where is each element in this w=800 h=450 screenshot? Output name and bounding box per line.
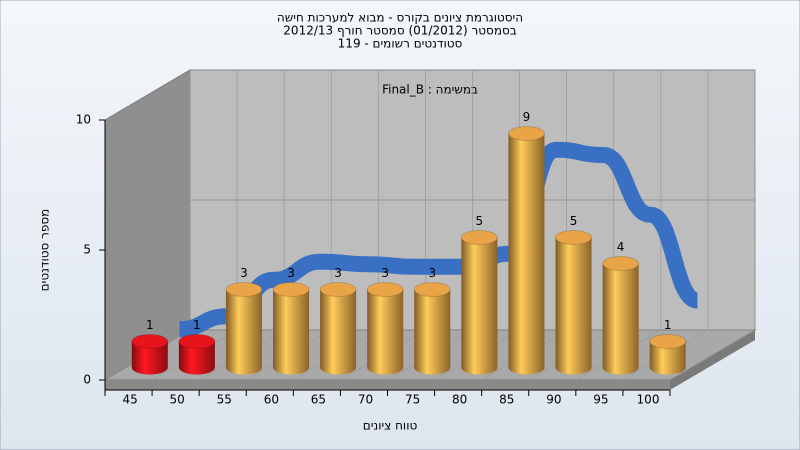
bar bbox=[508, 133, 545, 368]
title-line: סטודנטים רשומים - 119 bbox=[338, 37, 463, 51]
value-label: 3 bbox=[334, 266, 342, 280]
bar bbox=[555, 237, 592, 368]
value-label: 3 bbox=[287, 266, 295, 280]
bar-top bbox=[460, 230, 498, 245]
x-tick-label: 55 bbox=[217, 393, 232, 407]
y-axis-label: מספר סטודנטים bbox=[38, 209, 52, 292]
x-tick-label: 75 bbox=[405, 393, 420, 407]
bar-top bbox=[413, 282, 451, 297]
x-tick-label: 50 bbox=[170, 393, 185, 407]
x-tick-label: 60 bbox=[264, 393, 279, 407]
value-label: 3 bbox=[381, 266, 389, 280]
x-tick-label: 100 bbox=[637, 393, 660, 407]
x-tick-label: 90 bbox=[546, 393, 561, 407]
bar bbox=[414, 289, 451, 368]
x-tick-label: 45 bbox=[122, 393, 137, 407]
bar bbox=[602, 263, 639, 368]
bar bbox=[273, 289, 310, 368]
x-tick-label: 80 bbox=[452, 393, 467, 407]
bar-top bbox=[507, 126, 545, 141]
bar-top bbox=[319, 282, 357, 297]
bar-top bbox=[178, 334, 216, 349]
floor-grid bbox=[669, 329, 756, 381]
x-axis-label: טווח ציונים bbox=[363, 419, 418, 433]
bar-top bbox=[225, 282, 263, 297]
x-tick-label: 65 bbox=[311, 393, 326, 407]
bar-top bbox=[602, 256, 640, 271]
value-label: 3 bbox=[240, 266, 248, 280]
x-tick-label: 95 bbox=[593, 393, 608, 407]
title-line: היסטוגרמת ציונים בקורס - מבוא למערכות חי… bbox=[277, 11, 523, 25]
x-tick-label: 85 bbox=[499, 393, 514, 407]
y-tick-label: 0 bbox=[83, 373, 91, 387]
value-label: 4 bbox=[617, 240, 625, 254]
value-label: 9 bbox=[523, 110, 531, 124]
bar-top bbox=[131, 334, 169, 349]
subtitle: במשימה : Final_B bbox=[382, 83, 478, 97]
bar-top bbox=[272, 282, 310, 297]
floor-front bbox=[105, 380, 670, 390]
y-tick-label: 10 bbox=[76, 113, 91, 127]
value-label: 5 bbox=[570, 214, 578, 228]
value-label: 3 bbox=[428, 266, 436, 280]
bar-top bbox=[366, 282, 404, 297]
value-label: 5 bbox=[476, 214, 484, 228]
value-label: 1 bbox=[664, 318, 672, 332]
floor-edge bbox=[670, 330, 755, 390]
x-tick-label: 70 bbox=[358, 393, 373, 407]
bar bbox=[367, 289, 404, 368]
bar bbox=[461, 237, 498, 368]
bar-top bbox=[649, 334, 687, 349]
bar bbox=[320, 289, 357, 368]
value-label: 1 bbox=[146, 318, 154, 332]
y-tick-label: 5 bbox=[83, 243, 91, 257]
bar bbox=[225, 289, 262, 368]
title-line: בסמסטר (01/2012) סמסטר חורף 2012/13 bbox=[283, 24, 516, 38]
bar-top bbox=[555, 230, 593, 245]
value-label: 1 bbox=[193, 318, 201, 332]
